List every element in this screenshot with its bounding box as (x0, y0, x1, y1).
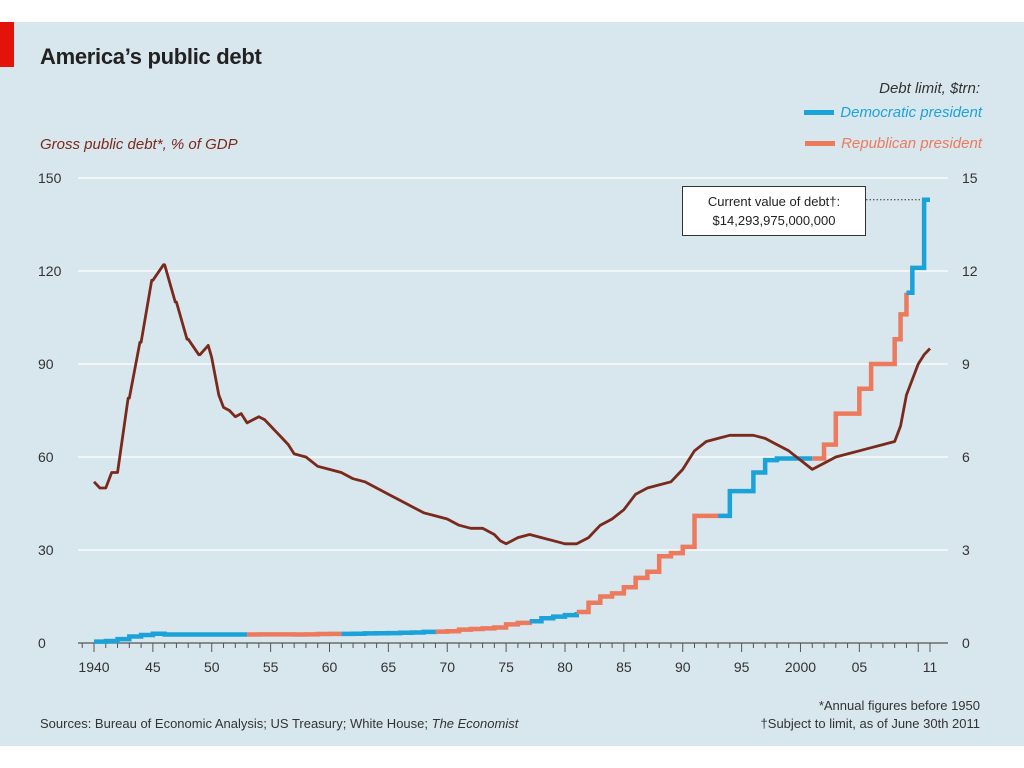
debt-limit-segment-democratic (718, 456, 813, 519)
x-tick-label: 65 (381, 659, 397, 675)
current-debt-annotation: Current value of debt†: $14,293,975,000,… (682, 186, 866, 236)
x-tick-label: 55 (263, 659, 279, 675)
y-left-tick-label: 0 (38, 635, 46, 651)
x-tick-label: 11 (923, 659, 938, 675)
y-right-tick-label: 9 (962, 356, 970, 372)
debt-limit-segment-democratic (529, 612, 580, 624)
gross-debt-series (92, 263, 932, 546)
debt-limit-segment-republican (247, 631, 342, 637)
y-left-tick-label: 60 (38, 449, 54, 465)
debt-limit-series (94, 197, 930, 644)
x-tick-label: 45 (145, 659, 161, 675)
footnote-annual: *Annual figures before 1950 (818, 698, 980, 713)
y-left-tick-label: 120 (38, 263, 62, 279)
legend-democratic-swatch (804, 110, 835, 115)
x-tick-label: 85 (616, 659, 632, 675)
annotation-line1: Current value of debt†: (707, 194, 841, 209)
x-tick-label: 2000 (785, 659, 816, 675)
x-tick-label: 90 (675, 659, 691, 675)
red-tag-mark (0, 22, 14, 67)
x-tick-label: 05 (852, 659, 868, 675)
legend-democratic: Democratic president (804, 104, 982, 121)
y-right-tick-label: 0 (962, 635, 970, 651)
sources-text: Sources: Bureau of Economic Analysis; US… (40, 716, 432, 731)
x-tick-label: 95 (734, 659, 750, 675)
x-tick-label: 80 (557, 659, 573, 675)
y-right-tick-label: 3 (962, 542, 970, 558)
footnote-limit: †Subject to limit, as of June 30th 2011 (760, 716, 980, 731)
y-right-tick-label: 6 (962, 449, 970, 465)
annotation-line2: $14,293,975,000,000 (712, 213, 836, 228)
gross-debt-line (92, 263, 932, 546)
debt-limit-segment-republican (576, 513, 719, 615)
debt-limit-segment-democratic (906, 197, 930, 295)
x-tick-label: 60 (322, 659, 338, 675)
y-left-tick-label: 150 (38, 170, 62, 186)
tick-labels: 0 0 30 3 60 6 90 9 120 12 150 15 1940 45 50 55 60 65 70 75 8… (38, 170, 978, 675)
left-axis-label: Gross public debt*, % of GDP (40, 136, 238, 153)
y-left-tick-label: 30 (38, 542, 54, 558)
legend-republican: Republican president (805, 135, 982, 152)
legend-democratic-label: Democratic president (840, 104, 982, 121)
x-tick-label: 1940 (78, 659, 109, 675)
debt-limit-segment-republican (435, 620, 532, 634)
debt-limit-segment-democratic (341, 629, 438, 637)
sources-note: Sources: Bureau of Economic Analysis; US… (40, 716, 518, 731)
debt-limit-segment-democratic (94, 631, 248, 644)
x-tick-label: 70 (439, 659, 455, 675)
x-tick-label: 50 (204, 659, 220, 675)
debt-limit-segment-republican (812, 292, 909, 461)
chart-title: America’s public debt (40, 44, 262, 69)
legend-title: Debt limit, $trn: (879, 80, 980, 97)
x-tick-label: 75 (498, 659, 514, 675)
sources-economist: The Economist (431, 716, 519, 731)
y-right-tick-label: 12 (962, 263, 978, 279)
y-right-tick-label: 15 (962, 170, 978, 186)
y-left-tick-label: 90 (38, 356, 54, 372)
gridlines (78, 177, 948, 652)
legend-republican-swatch (805, 141, 836, 146)
legend-republican-label: Republican president (841, 135, 982, 152)
